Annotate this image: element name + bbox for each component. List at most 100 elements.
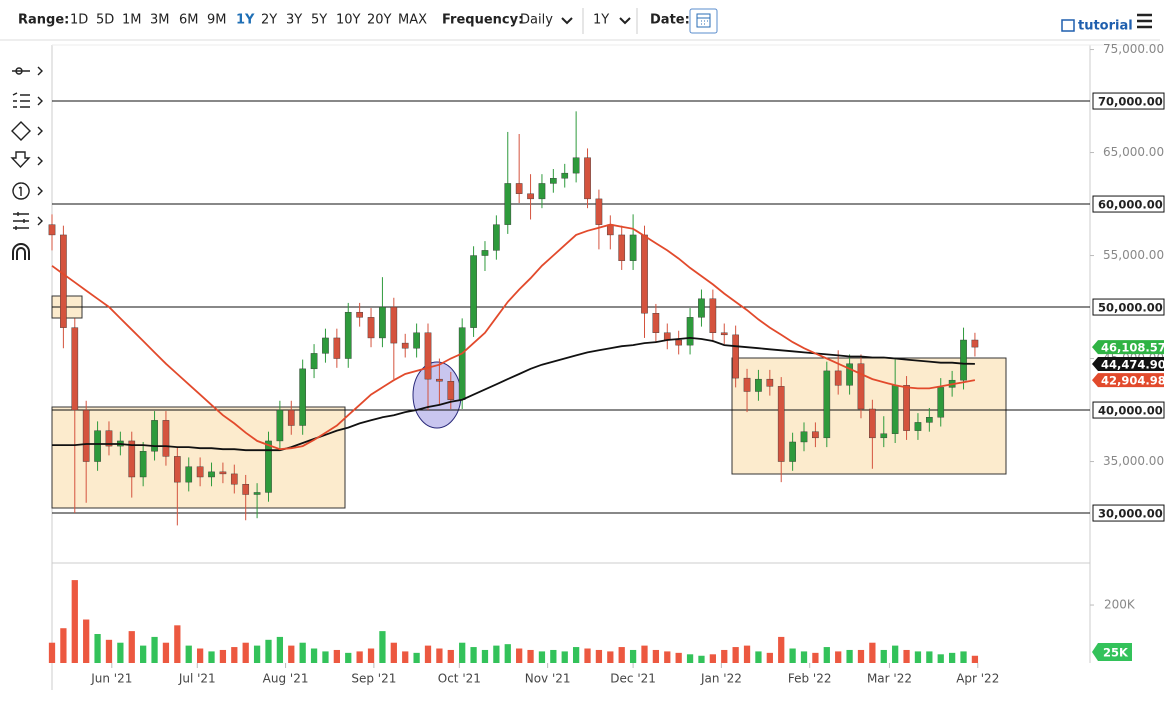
candle-body: [698, 298, 705, 318]
volume-bar: [288, 645, 295, 663]
volume-bar: [345, 652, 352, 663]
candle-body: [436, 378, 443, 382]
candle-body: [481, 250, 489, 256]
range-button[interactable]: 20Y: [367, 13, 392, 28]
range-button[interactable]: 3Y: [286, 13, 302, 28]
volume-bar: [71, 580, 78, 663]
candle-body: [812, 431, 819, 439]
volume-bar: [253, 645, 261, 663]
x-tick-label: Apr '22: [956, 672, 999, 686]
volume-bar: [174, 625, 181, 663]
x-tick-label: Dec '21: [610, 672, 656, 686]
volume-bar: [550, 649, 557, 663]
candle-body: [777, 386, 785, 462]
volume-bar: [618, 647, 625, 663]
candle-body: [504, 183, 512, 225]
range-button[interactable]: MAX: [398, 13, 427, 28]
tutorial-icon: [1061, 19, 1075, 32]
candle-body: [242, 484, 250, 495]
range-button[interactable]: 10Y: [336, 13, 361, 28]
tool-magnet[interactable]: [12, 243, 30, 260]
volume-bar: [322, 651, 329, 663]
volume-bar: [276, 636, 284, 663]
volume-bar: [436, 648, 443, 663]
candle-body: [937, 387, 945, 418]
candle-body: [299, 368, 307, 426]
volume-bar: [185, 645, 192, 663]
candle-body: [230, 473, 238, 485]
range-button[interactable]: 6M: [179, 13, 199, 28]
candle-body: [219, 471, 227, 475]
candle-body: [550, 178, 557, 184]
calendar-button[interactable]: [689, 8, 718, 34]
tool-label[interactable]: [12, 182, 43, 200]
volume-bar: [778, 636, 785, 663]
candle-body: [880, 433, 888, 439]
range-button[interactable]: 1D: [70, 13, 88, 28]
candle-body: [846, 363, 853, 386]
range-button[interactable]: 1M: [122, 13, 142, 28]
range-button[interactable]: 5D: [96, 13, 114, 28]
volume-bar: [356, 651, 363, 663]
volume-bar: [766, 652, 773, 663]
volume-bar: [151, 636, 158, 663]
candle-body: [276, 409, 284, 442]
volume-bar: [390, 642, 397, 663]
x-tick-label: Nov '21: [525, 672, 571, 686]
tool-shape[interactable]: [11, 121, 43, 141]
candle-body: [641, 234, 648, 314]
tool-line[interactable]: [12, 66, 43, 76]
range-button[interactable]: 2Y: [261, 13, 277, 28]
candle-body: [94, 430, 101, 462]
candle-body: [652, 313, 660, 333]
candle-body: [322, 337, 329, 354]
candle-body: [447, 381, 455, 400]
volume-bar: [926, 651, 933, 663]
frequency-select[interactable]: Daily: [520, 13, 553, 28]
candle-body: [743, 377, 751, 392]
x-tick-label: Mar '22: [867, 672, 912, 686]
volume-bar: [584, 648, 591, 663]
volume-bar: [413, 652, 420, 663]
range-button[interactable]: 9M: [207, 13, 227, 28]
ma-label: 42,904.98: [1101, 374, 1166, 388]
volume-bar: [504, 644, 511, 663]
volume-bar: [310, 648, 318, 663]
volume-bar: [242, 642, 249, 663]
volume-bar: [516, 648, 523, 663]
candle-body: [208, 471, 215, 478]
volume-bar: [299, 642, 306, 663]
range-label: Range:: [18, 13, 69, 28]
range-button[interactable]: 5Y: [311, 13, 327, 28]
tool-measure[interactable]: [13, 212, 43, 230]
volume-bar: [105, 639, 113, 663]
candle-body: [869, 408, 876, 439]
candle-body: [960, 339, 967, 381]
candle-body: [891, 385, 899, 434]
volume-bar: [686, 654, 694, 663]
tool-fib[interactable]: [12, 92, 43, 108]
tool-arrow[interactable]: [10, 151, 43, 169]
candle-body: [493, 224, 500, 251]
volume-bar: [732, 647, 739, 663]
candle-body: [903, 385, 910, 431]
candle-body: [196, 466, 204, 478]
candle-body: [766, 378, 774, 387]
range-button[interactable]: 3M: [150, 13, 170, 28]
candle-body: [139, 451, 147, 478]
volume-bar: [789, 648, 796, 663]
candle-body: [595, 198, 603, 225]
volume-bar: [641, 645, 648, 663]
tutorial-link[interactable]: tutorial: [1061, 19, 1133, 34]
drawing-tools: [10, 66, 43, 260]
candle-body: [834, 370, 842, 386]
volume-bar: [835, 651, 842, 663]
volume-bar: [128, 631, 135, 663]
volume-bar: [379, 631, 386, 663]
menu-button[interactable]: [1137, 13, 1152, 29]
volume-bar: [83, 619, 90, 663]
period-select[interactable]: 1Y: [593, 13, 609, 28]
range-button[interactable]: 1Y: [236, 13, 255, 28]
ma-label-box: [1092, 356, 1164, 371]
